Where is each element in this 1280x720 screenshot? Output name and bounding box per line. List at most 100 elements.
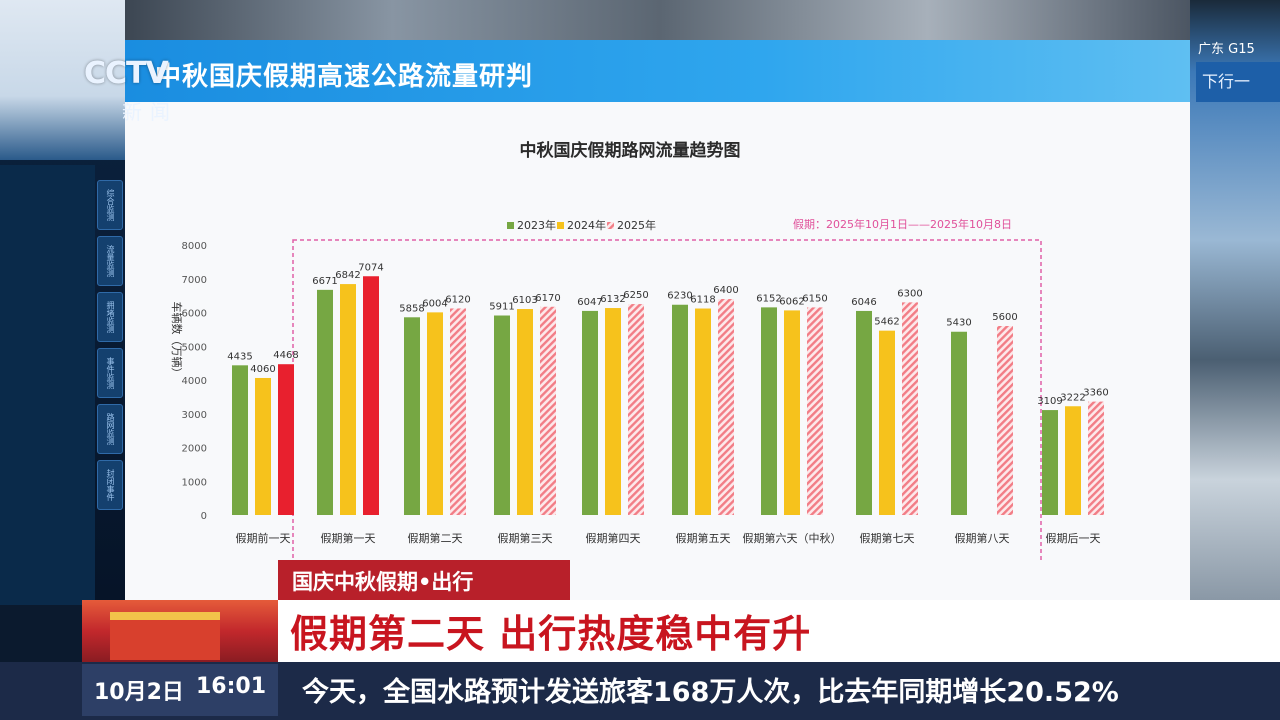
data-label: 6120 (445, 294, 470, 305)
left-tab[interactable]: 封闭事件 (97, 460, 123, 510)
legend-swatch (607, 222, 614, 229)
bar (582, 310, 598, 515)
legend-swatch (557, 222, 564, 229)
x-category-label: 假期第五天 (676, 531, 731, 545)
data-label: 6046 (851, 297, 876, 308)
x-category-label: 假期第七天 (860, 531, 915, 545)
data-label: 6230 (667, 291, 692, 302)
bar (718, 299, 734, 515)
y-tick-label: 6000 (182, 309, 207, 320)
x-category-label: 假期第六天（中秋） (743, 531, 842, 545)
bar (761, 307, 777, 515)
y-tick-label: 0 (201, 511, 207, 522)
data-label: 3222 (1060, 392, 1085, 403)
y-tick-label: 5000 (182, 342, 207, 353)
bar (363, 276, 379, 515)
y-tick-label: 7000 (182, 275, 207, 286)
x-category-label: 假期前一天 (236, 531, 291, 545)
data-label: 4060 (250, 364, 275, 375)
y-tick-label: 8000 (182, 241, 207, 252)
x-category-label: 假期第八天 (955, 531, 1010, 545)
data-label: 5430 (946, 318, 971, 329)
bar (951, 331, 967, 515)
y-tick-label: 3000 (182, 410, 207, 421)
data-label: 6250 (623, 290, 648, 301)
bar (317, 289, 333, 515)
bar (540, 306, 556, 515)
period-note: 假期：2025年10月1日——2025年10月8日 (793, 217, 1012, 231)
right-panel-label: 广东 G15 (1198, 42, 1255, 57)
data-label: 5462 (874, 317, 899, 328)
data-label: 6132 (600, 294, 625, 305)
chart-title: 中秋国庆假期路网流量趋势图 (520, 140, 741, 161)
data-label: 6842 (335, 270, 360, 281)
x-category-label: 假期第四天 (586, 531, 641, 545)
slide-title: 中秋国庆假期高速公路流量研判 (155, 62, 534, 92)
data-label: 5600 (992, 312, 1017, 323)
bar (494, 315, 510, 515)
data-label: 4435 (227, 351, 252, 362)
left-tab[interactable]: 流量监测 (97, 236, 123, 286)
y-tick-label: 4000 (182, 376, 207, 387)
y-axis-label: 车辆数（万辆） (170, 302, 184, 379)
bar (278, 364, 294, 515)
bar (255, 377, 271, 515)
data-label: 6103 (512, 295, 537, 306)
traffic-trend-chart: 中秋国庆假期路网流量趋势图 2023年 2024年 2025年 假期：2025年10月1… (170, 140, 1109, 560)
bar (672, 304, 688, 515)
bar (1065, 406, 1081, 515)
cctv-logo: CCTV (84, 56, 169, 91)
cctv-news-logo-text: 新闻 (122, 100, 178, 124)
left-tab[interactable]: 综合监测 (97, 180, 123, 230)
data-label: 6004 (422, 298, 447, 309)
legend-swatch (507, 222, 514, 229)
data-label: 6118 (690, 295, 715, 306)
data-label: 4468 (273, 350, 298, 361)
data-label: 6047 (577, 297, 602, 308)
tiananmen-icon (110, 612, 220, 660)
x-category-label: 假期第一天 (321, 531, 376, 545)
data-label: 5911 (489, 302, 514, 313)
bar (695, 308, 711, 515)
bar (628, 304, 644, 515)
bar (427, 312, 443, 515)
data-label: 6400 (713, 285, 738, 296)
bar (784, 310, 800, 515)
bar (404, 317, 420, 515)
road-network-map (0, 165, 95, 605)
bar (807, 307, 823, 515)
left-tab[interactable]: 拥堵监测 (97, 292, 123, 342)
legend-label: 2024年 (567, 218, 606, 232)
right-panel-sign: 下行一 (1196, 62, 1280, 102)
data-label: 6671 (312, 276, 337, 287)
headline: 假期第二天 出行热度稳中有升 (290, 612, 812, 656)
bar (1042, 410, 1058, 515)
bar (856, 310, 872, 515)
left-tab[interactable]: 事件监测 (97, 348, 123, 398)
ticker-text: 今天，全国水路预计发送旅客168万人次，比去年同期增长20.52% (302, 677, 1119, 708)
caption-label: 国庆中秋假期•出行 (292, 570, 474, 594)
data-label: 3109 (1037, 396, 1062, 407)
broadcast-time: 16:01 (196, 674, 267, 699)
left-monitor-top (0, 0, 125, 160)
left-tab[interactable]: 路网监测 (97, 404, 123, 454)
x-category-label: 假期后一天 (1046, 531, 1101, 545)
bar (340, 284, 356, 515)
bar (517, 309, 533, 515)
data-label: 6300 (897, 288, 922, 299)
bar (902, 302, 918, 515)
left-tab-list: 综合监测 流量监测 拥堵监测 事件监测 路网监测 封闭事件 (97, 180, 123, 540)
data-label: 3360 (1083, 388, 1108, 399)
camera-feed-strip (125, 0, 1195, 40)
data-label: 6150 (802, 293, 827, 304)
data-label: 6062 (779, 296, 804, 307)
bar (605, 308, 621, 515)
legend-label: 2023年 (517, 218, 556, 232)
headline-bar (278, 600, 1280, 662)
data-label: 5858 (399, 303, 424, 314)
x-category-label: 假期第二天 (408, 531, 463, 545)
data-label: 6152 (756, 293, 781, 304)
caption-bar (278, 560, 570, 600)
broadcast-date: 10月2日 (94, 680, 184, 705)
x-category-label: 假期第三天 (498, 531, 553, 545)
